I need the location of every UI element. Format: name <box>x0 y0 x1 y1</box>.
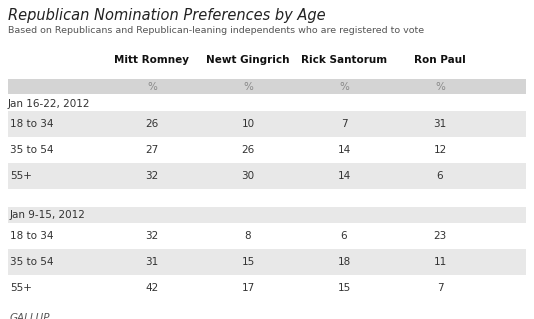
Text: 12: 12 <box>434 145 446 155</box>
Text: Jan 9-15, 2012: Jan 9-15, 2012 <box>10 210 86 220</box>
Text: 35 to 54: 35 to 54 <box>10 257 53 267</box>
Text: 27: 27 <box>145 145 159 155</box>
Text: 10: 10 <box>241 119 255 129</box>
Bar <box>8 249 526 275</box>
Text: 23: 23 <box>434 231 446 241</box>
Text: 11: 11 <box>434 257 446 267</box>
Text: Rick Santorum: Rick Santorum <box>301 55 387 65</box>
Text: Newt Gingrich: Newt Gingrich <box>206 55 290 65</box>
Bar <box>8 111 526 137</box>
Bar <box>8 163 526 189</box>
Text: 14: 14 <box>337 145 351 155</box>
Text: %: % <box>339 81 349 92</box>
Text: 35 to 54: 35 to 54 <box>10 145 53 155</box>
Text: GALLUP: GALLUP <box>10 313 51 319</box>
Text: 26: 26 <box>241 145 255 155</box>
Text: 15: 15 <box>337 283 351 293</box>
Text: Based on Republicans and Republican-leaning independents who are registered to v: Based on Republicans and Republican-lean… <box>8 26 424 35</box>
Text: 15: 15 <box>241 257 255 267</box>
Text: 8: 8 <box>245 231 252 241</box>
Text: %: % <box>243 81 253 92</box>
Text: 18: 18 <box>337 257 351 267</box>
Text: 55+: 55+ <box>10 171 32 181</box>
Text: 55+: 55+ <box>10 283 32 293</box>
Text: Jan 16-22, 2012: Jan 16-22, 2012 <box>8 99 90 109</box>
Text: 30: 30 <box>241 171 255 181</box>
Text: 7: 7 <box>437 283 443 293</box>
Text: 32: 32 <box>145 171 159 181</box>
Text: 6: 6 <box>437 171 443 181</box>
Bar <box>8 79 526 94</box>
Text: %: % <box>435 81 445 92</box>
Text: Mitt Romney: Mitt Romney <box>114 55 190 65</box>
Text: 6: 6 <box>341 231 347 241</box>
Text: 32: 32 <box>145 231 159 241</box>
Text: 31: 31 <box>434 119 446 129</box>
Text: 18 to 34: 18 to 34 <box>10 119 53 129</box>
Text: Ron Paul: Ron Paul <box>414 55 466 65</box>
Text: 42: 42 <box>145 283 159 293</box>
Text: %: % <box>147 81 157 92</box>
Text: 14: 14 <box>337 171 351 181</box>
Text: 26: 26 <box>145 119 159 129</box>
Text: Republican Nomination Preferences by Age: Republican Nomination Preferences by Age <box>8 8 326 23</box>
Text: 17: 17 <box>241 283 255 293</box>
Text: 18 to 34: 18 to 34 <box>10 231 53 241</box>
Text: 31: 31 <box>145 257 159 267</box>
Text: 7: 7 <box>341 119 347 129</box>
Bar <box>8 207 526 223</box>
